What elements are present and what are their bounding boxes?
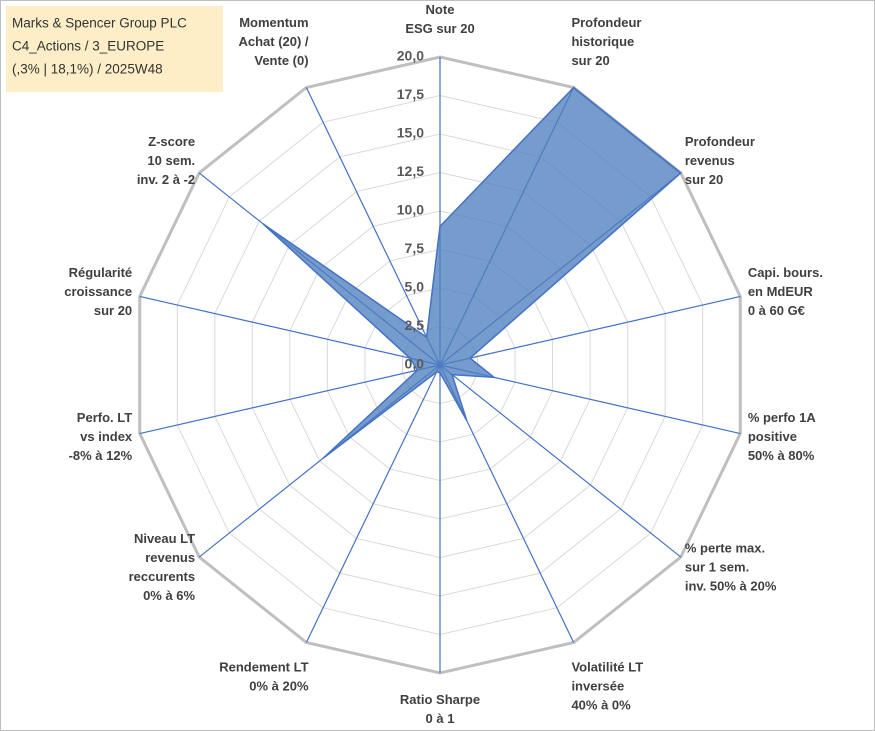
chart-title: (,3% | 18,1%) / 2025W48 [12, 62, 163, 77]
category-label: sur 20 [685, 172, 723, 187]
axis-line [439, 364, 682, 558]
category-label: sur 1 sem. [685, 560, 749, 575]
category-label: ESG sur 20 [405, 21, 474, 36]
category-label: croissance [64, 284, 132, 299]
category-label: historique [571, 34, 634, 49]
category-label: % perfo 1A [748, 410, 817, 425]
data-area [262, 86, 682, 459]
category-label: % perte max. [685, 541, 765, 556]
axis-line [305, 87, 441, 366]
category-label: -8% à 12% [69, 448, 133, 463]
category-label: 40% à 0% [571, 698, 631, 713]
category-label: Z-score [148, 134, 195, 149]
y-tick-label: 17,5 [397, 86, 424, 102]
category-label: Volatilité LT [571, 660, 643, 675]
category-label: Momentum [239, 15, 308, 30]
axis-line [439, 295, 741, 366]
category-label: revenus [685, 153, 735, 168]
category-label: Profondeur [571, 15, 641, 30]
y-tick-label: 7,5 [405, 240, 425, 256]
y-tick-label: 2,5 [405, 317, 425, 333]
category-label: 50% à 80% [748, 448, 815, 463]
category-label: 0 à 1 [426, 711, 455, 726]
category-label: Vente (0) [254, 53, 308, 68]
category-label: sur 20 [94, 303, 132, 318]
y-tick-label: 0,0 [405, 356, 425, 372]
axis-line [139, 295, 441, 366]
category-label: Achat (20) / [238, 34, 308, 49]
category-label: inv. 2 à -2 [137, 172, 195, 187]
category-label: Note [426, 2, 455, 17]
category-label: Niveau LT [134, 531, 195, 546]
y-tick-label: 20,0 [397, 48, 424, 64]
category-label: reccurents [129, 569, 195, 584]
axis-line [305, 364, 441, 643]
category-label: vs index [80, 429, 133, 444]
category-label: Rendement LT [219, 660, 308, 675]
y-tick-label: 5,0 [405, 279, 425, 295]
category-label: Régularité [69, 265, 133, 280]
category-label: inv. 50% à 20% [685, 579, 777, 594]
category-label: inversée [571, 679, 624, 694]
y-tick-label: 15,0 [397, 125, 424, 141]
y-tick-label: 12,5 [397, 163, 424, 179]
category-label: sur 20 [571, 53, 609, 68]
title-box [6, 6, 223, 92]
chart-title: C4_Actions / 3_EUROPE [12, 39, 164, 54]
category-label: en MdEUR [748, 284, 814, 299]
category-label: Capi. bours. [748, 265, 823, 280]
category-label: 10 sem. [147, 153, 195, 168]
category-label: revenus [145, 550, 195, 565]
category-label: Profondeur [685, 134, 755, 149]
chart-title: Marks & Spencer Group PLC [12, 16, 187, 31]
category-label: 0% à 20% [249, 679, 309, 694]
category-label: 0 à 60 G€ [748, 303, 805, 318]
category-label: Perfo. LT [77, 410, 132, 425]
y-tick-label: 10,0 [397, 202, 424, 218]
category-label: 0% à 6% [143, 588, 195, 603]
axis-line [139, 364, 441, 435]
category-label: positive [748, 429, 797, 444]
category-label: Ratio Sharpe [400, 692, 480, 707]
